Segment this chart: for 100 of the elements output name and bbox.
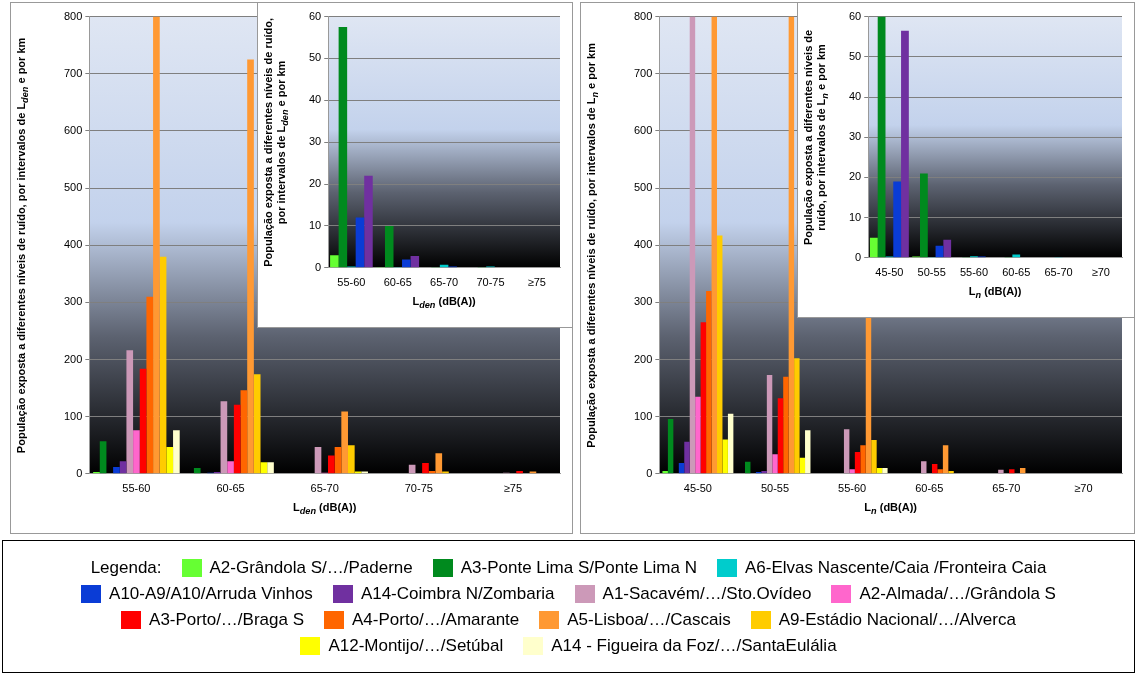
legend-label: A14 - Figueira da Foz/…/SantaEulália xyxy=(551,635,837,656)
bar xyxy=(766,374,773,474)
bar xyxy=(422,462,429,474)
y-tick-label: 20 xyxy=(848,170,862,183)
y-tick-label: 0 xyxy=(646,466,653,479)
bar xyxy=(942,445,949,474)
y-tick-label: 30 xyxy=(848,130,862,143)
y-tick-label: 400 xyxy=(63,238,83,251)
legend-label: A6-Elvas Nascente/Caia /Fronteira Caia xyxy=(744,557,1047,578)
y-tick-label: 700 xyxy=(633,66,653,79)
x-axis-title: L$_{den}$ (dB(A)) xyxy=(292,501,358,517)
y-tick-label: 600 xyxy=(63,123,83,136)
bar xyxy=(700,322,707,474)
legend-title: Legenda: xyxy=(90,557,162,578)
bar xyxy=(402,259,411,268)
bar xyxy=(695,396,701,474)
y-tick-label: 200 xyxy=(633,352,653,365)
y-tick-label: 0 xyxy=(76,466,83,479)
bar xyxy=(233,404,241,474)
x-tick-label: 65-70 xyxy=(992,482,1021,495)
bar xyxy=(193,468,201,474)
bar xyxy=(860,445,866,474)
bar xyxy=(869,237,878,258)
bar xyxy=(260,462,268,474)
y-tick-label: 30 xyxy=(308,135,322,148)
bar xyxy=(849,469,855,474)
bar xyxy=(727,413,734,474)
bar xyxy=(341,411,348,474)
y-tick-label: 200 xyxy=(63,352,83,365)
x-tick-label: 50-55 xyxy=(917,266,946,279)
x-tick-label: ≥70 xyxy=(1091,266,1110,279)
x-axis-title: L$_{den}$ (dB(A)) xyxy=(411,295,477,311)
bar xyxy=(783,376,789,474)
bar xyxy=(893,181,902,258)
x-tick-label: 55-60 xyxy=(838,482,867,495)
legend-label: A14-Coimbra N/Zombaria xyxy=(360,583,555,604)
x-tick-label: 45-50 xyxy=(875,266,904,279)
bar xyxy=(943,239,952,258)
bar xyxy=(711,16,718,474)
legend-label: A10-A9/A10/Arruda Vinhos xyxy=(109,583,313,604)
x-tick-label: 70-75 xyxy=(476,276,505,289)
bar xyxy=(126,350,134,474)
bar xyxy=(761,470,767,474)
bar xyxy=(338,27,348,268)
y-tick-label: 60 xyxy=(308,9,322,22)
x-axis-title: L$_{n}$ (dB(A)) xyxy=(967,285,1023,301)
x-tick-label: 55-60 xyxy=(337,276,366,289)
x-tick-label: 60-65 xyxy=(915,482,944,495)
y-tick-label: 400 xyxy=(633,238,653,251)
bar xyxy=(877,16,886,258)
bar xyxy=(247,59,254,474)
bar xyxy=(166,446,174,474)
bar xyxy=(871,440,877,474)
bar xyxy=(1009,469,1015,474)
y-tick-label: 0 xyxy=(855,250,862,263)
x-tick-label: 65-70 xyxy=(1044,266,1073,279)
y-tick-label: 500 xyxy=(63,181,83,194)
bar xyxy=(920,173,928,258)
x-tick-label: 60-65 xyxy=(383,276,412,289)
bar xyxy=(717,235,723,474)
bar xyxy=(843,429,850,474)
x-tick-label: 55-60 xyxy=(959,266,989,279)
x-tick-label: 50-55 xyxy=(760,482,790,495)
bar xyxy=(384,225,394,268)
bar xyxy=(355,217,365,268)
y-tick-label: 0 xyxy=(315,260,322,273)
y-tick-label: 40 xyxy=(308,93,322,106)
x-axis-title: L$_{n}$ (dB(A)) xyxy=(863,501,918,517)
x-tick-label: 60-65 xyxy=(216,482,245,495)
bar xyxy=(227,461,234,474)
bar xyxy=(777,398,784,474)
legend-label: A2-Almada/…/Grândola S xyxy=(859,583,1056,604)
bar xyxy=(410,256,420,268)
bar xyxy=(364,175,373,268)
bar xyxy=(119,461,127,474)
y-tick-label: 700 xyxy=(63,66,83,79)
x-tick-label: 55-60 xyxy=(122,482,151,495)
bar xyxy=(113,466,120,474)
bar xyxy=(722,439,728,474)
legend-label: A2-Grândola S/…/Paderne xyxy=(209,557,413,578)
x-tick-label: ≥70 xyxy=(1074,482,1093,495)
legend-label: A9-Estádio Nacional/…/Alverca xyxy=(778,609,1016,630)
y-tick-label: 500 xyxy=(633,181,653,194)
y-tick-label: 100 xyxy=(63,409,83,422)
x-tick-label: ≥75 xyxy=(527,276,546,289)
bar xyxy=(240,390,248,474)
legend-label: A3-Porto/…/Braga S xyxy=(149,609,305,630)
bar xyxy=(788,16,795,474)
bar xyxy=(435,453,443,474)
bar xyxy=(662,470,668,474)
bar xyxy=(133,430,140,474)
bar xyxy=(772,454,778,474)
bar xyxy=(794,358,800,474)
bar xyxy=(865,316,872,474)
bar xyxy=(347,445,355,474)
bar xyxy=(931,464,938,474)
bar xyxy=(146,296,154,474)
y-tick-label: 800 xyxy=(633,9,653,22)
y-tick-label: 600 xyxy=(633,123,653,136)
y-tick-label: 60 xyxy=(848,9,862,22)
